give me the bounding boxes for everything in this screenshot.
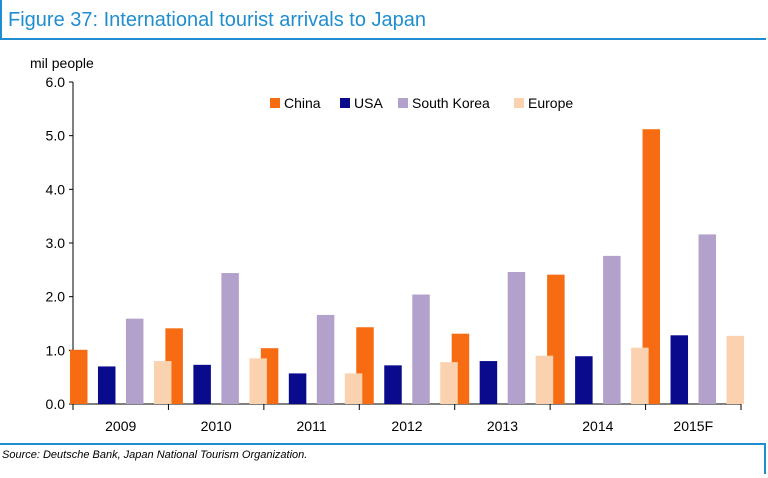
legend-swatch-south-korea	[398, 98, 408, 108]
bars	[69, 129, 745, 404]
x-tick-label: 2012	[391, 418, 422, 434]
bar-europe-2014	[631, 347, 649, 404]
y-tick-label: 4.0	[46, 181, 66, 197]
bar-usa-2010	[193, 364, 211, 404]
legend-label-usa: USA	[354, 95, 383, 111]
x-tick-label: 2011	[297, 418, 327, 434]
bar-china-2009	[69, 349, 88, 404]
x-tick-label: 2009	[105, 418, 136, 434]
bar-europe-2009	[153, 361, 172, 404]
chart: mil people 0.0 1.0 2.0 3.0 4.0 5.0 6.0 2009 2010…	[30, 55, 745, 434]
legend-swatch-usa	[340, 98, 350, 108]
bar-usa-2014	[575, 356, 593, 404]
bar-usa-2015f	[670, 335, 689, 404]
source-bar	[0, 443, 766, 474]
x-tick-label: 2010	[201, 418, 232, 434]
y-tick-label: 5.0	[46, 128, 66, 144]
y-tick-label: 6.0	[46, 74, 66, 90]
bar-usa-2012	[384, 365, 402, 404]
bar-south-korea-2011	[316, 314, 335, 404]
y-axis-label: mil people	[30, 55, 94, 71]
legend: China USA South Korea Europe	[270, 95, 573, 111]
bar-usa-2009	[97, 366, 116, 404]
title-bar	[0, 0, 766, 40]
bar-china-2015f	[642, 129, 661, 404]
y-tick-label: 1.0	[46, 342, 66, 358]
bar-south-korea-2012	[412, 294, 430, 404]
x-tick-label: 2014	[582, 418, 613, 434]
figure-title: Figure 37: International tourist arrival…	[8, 9, 426, 31]
y-tick-label: 2.0	[46, 289, 66, 305]
legend-swatch-europe	[514, 98, 524, 108]
bar-south-korea-2009	[125, 318, 144, 404]
bar-usa-2013	[479, 361, 498, 404]
bar-south-korea-2010	[221, 273, 239, 404]
x-tick-label: 2013	[487, 418, 518, 434]
bar-south-korea-2013	[507, 271, 526, 404]
bar-south-korea-2014	[603, 255, 621, 404]
x-tick-label: 2015F	[673, 418, 713, 434]
source-note: Source: Deutsche Bank, Japan National To…	[2, 449, 308, 461]
legend-label-china: China	[284, 95, 321, 111]
legend-swatch-china	[270, 98, 280, 108]
bar-europe-2011	[344, 373, 363, 404]
bar-europe-2012	[440, 362, 458, 404]
bar-europe-2010	[249, 358, 267, 404]
bar-europe-2013	[535, 355, 554, 404]
legend-label-europe: Europe	[528, 95, 573, 111]
y-tick-label: 3.0	[46, 235, 66, 251]
legend-label-south-korea: South Korea	[412, 95, 490, 111]
bar-south-korea-2015f	[698, 234, 717, 404]
bar-europe-2015f	[726, 335, 745, 404]
bar-usa-2011	[288, 373, 307, 404]
y-tick-label: 0.0	[46, 396, 66, 412]
axes: 0.0 1.0 2.0 3.0 4.0 5.0 6.0 2009 2010 2011 2012 201…	[46, 74, 742, 434]
